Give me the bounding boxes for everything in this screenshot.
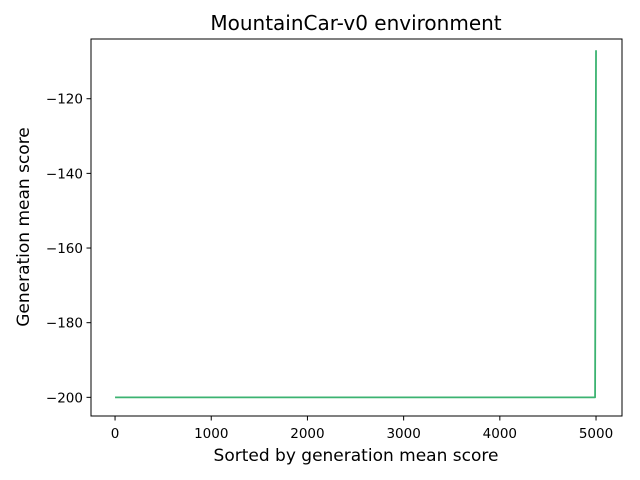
plot-frame (90, 38, 623, 417)
x-tick-label-2: 2000 (290, 426, 324, 442)
chart-title: MountainCar-v0 environment (210, 11, 501, 35)
y-tick-label-4: −120 (46, 92, 83, 108)
x-tick-label-3: 3000 (386, 426, 420, 442)
x-tick-label-0: 0 (111, 426, 120, 442)
y-axis: −200 −180 −160 −140 −120 (46, 92, 91, 406)
y-tick-label-2: −160 (46, 241, 83, 257)
x-tick-label-1: 1000 (194, 426, 228, 442)
x-axis: 0 1000 2000 3000 4000 5000 (111, 416, 613, 442)
x-axis-label: Sorted by generation mean score (214, 446, 499, 466)
x-tick-label-4: 4000 (483, 426, 517, 442)
x-tick-label-5: 5000 (579, 426, 613, 442)
series-line-0 (115, 50, 597, 399)
series-group (115, 50, 597, 399)
y-tick-label-1: −180 (46, 316, 83, 332)
y-tick-label-0: −200 (46, 390, 83, 406)
y-axis-label: Generation mean score (14, 127, 34, 327)
y-tick-label-3: −140 (46, 166, 83, 182)
